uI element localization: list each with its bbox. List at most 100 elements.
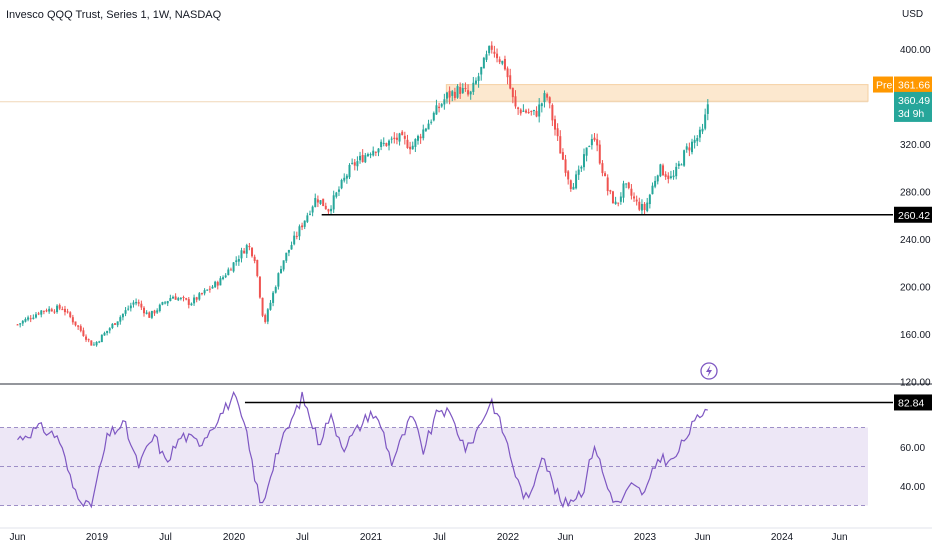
- candle: [222, 277, 225, 279]
- candle: [540, 103, 543, 107]
- candle: [129, 305, 132, 309]
- candle: [314, 197, 317, 207]
- symbol-title[interactable]: Invesco QQQ Trust, Series 1, 1W, NASDAQ: [6, 9, 222, 21]
- candle: [556, 128, 559, 137]
- candle: [193, 297, 196, 304]
- candle: [245, 245, 248, 254]
- time-tick-label: Jun: [694, 532, 710, 543]
- candle: [74, 321, 77, 326]
- candle: [148, 312, 151, 318]
- candle: [635, 199, 638, 202]
- price-tick-label: 200.00: [900, 283, 931, 294]
- time-tick-label: Jul: [296, 532, 309, 543]
- time-tick-label: 2022: [497, 532, 520, 543]
- candle: [311, 206, 314, 213]
- support-price-badge[interactable]: 260.42: [894, 206, 932, 223]
- last-price-badge[interactable]: [894, 91, 932, 122]
- candle: [669, 176, 672, 179]
- candle: [701, 128, 704, 132]
- candle: [164, 302, 167, 304]
- candle: [330, 208, 333, 212]
- candle: [685, 146, 688, 150]
- candle: [121, 313, 124, 318]
- candle: [106, 330, 109, 334]
- candle: [361, 154, 364, 162]
- candle: [511, 87, 514, 98]
- candle: [264, 315, 267, 322]
- candle: [32, 317, 35, 319]
- candle: [646, 202, 649, 212]
- pre-tag-bg: [873, 76, 893, 93]
- candle: [316, 199, 319, 203]
- candle: [424, 128, 427, 131]
- price-tick-label: 120.00: [900, 378, 931, 389]
- candle: [50, 309, 53, 312]
- candle: [79, 326, 82, 331]
- candle: [16, 324, 19, 326]
- time-tick-label: Jun: [9, 532, 25, 543]
- candle: [601, 163, 604, 174]
- candle: [177, 298, 180, 301]
- candle: [140, 303, 143, 308]
- price-tick-label: 160.00: [900, 330, 931, 341]
- candle: [145, 312, 148, 314]
- candle: [224, 275, 227, 278]
- candle: [29, 318, 32, 320]
- candle: [693, 139, 696, 143]
- candle: [675, 166, 678, 177]
- candle: [488, 46, 491, 54]
- candle: [672, 175, 675, 178]
- candle: [640, 204, 643, 211]
- candle: [322, 198, 325, 207]
- candle: [356, 161, 359, 167]
- support-price-badge-text: 260.42: [898, 210, 930, 222]
- candle: [82, 330, 85, 336]
- candle: [171, 296, 174, 299]
- candle: [580, 166, 583, 169]
- candle: [667, 175, 670, 180]
- candle: [87, 339, 90, 341]
- candle: [430, 121, 433, 123]
- candle: [464, 88, 467, 90]
- candle: [582, 154, 585, 168]
- candle: [564, 159, 567, 173]
- candle: [403, 135, 406, 139]
- candle: [706, 104, 709, 114]
- candle: [698, 129, 701, 138]
- candle: [656, 175, 659, 182]
- candle: [506, 68, 509, 78]
- rsi-high-badge[interactable]: 82.84: [894, 394, 932, 411]
- candle: [214, 281, 217, 288]
- candle: [208, 288, 211, 290]
- candle: [438, 106, 441, 109]
- candle: [417, 135, 420, 141]
- candle: [366, 154, 369, 157]
- candle: [274, 287, 277, 293]
- candle: [137, 302, 140, 304]
- candle: [662, 165, 665, 176]
- candle: [114, 323, 117, 325]
- candle: [364, 155, 367, 163]
- candle: [432, 112, 435, 121]
- rsi-high-badge-text: 82.84: [898, 397, 924, 409]
- candle: [306, 215, 309, 222]
- candle: [53, 311, 56, 313]
- candle: [643, 203, 646, 210]
- candle: [235, 260, 238, 262]
- candle: [525, 110, 528, 113]
- candle: [543, 93, 546, 103]
- pre-price-badge[interactable]: 361.66: [894, 76, 932, 93]
- time-tick-label: Jun: [557, 532, 573, 543]
- candle: [561, 152, 564, 160]
- candle: [554, 119, 557, 130]
- candle: [135, 301, 138, 304]
- candle: [614, 201, 617, 205]
- price-tick-label: 320.00: [900, 140, 931, 151]
- lightning-bolt-icon[interactable]: [700, 362, 718, 380]
- candle: [467, 90, 470, 95]
- candle: [290, 245, 293, 250]
- candle: [704, 114, 707, 129]
- candle: [569, 180, 572, 190]
- candle: [664, 174, 667, 177]
